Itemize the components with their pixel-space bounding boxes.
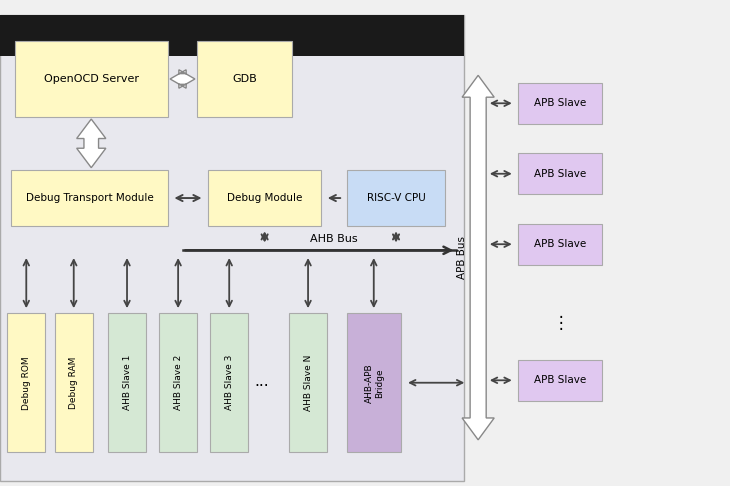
Text: APB Slave: APB Slave xyxy=(534,239,586,249)
Polygon shape xyxy=(170,69,195,88)
Bar xyxy=(208,170,321,226)
Polygon shape xyxy=(77,119,106,168)
Bar xyxy=(15,41,168,117)
Text: RISC-V CPU: RISC-V CPU xyxy=(366,193,426,203)
Text: AHB Slave 2: AHB Slave 2 xyxy=(174,355,182,410)
Text: APB Bus: APB Bus xyxy=(457,236,467,279)
Bar xyxy=(108,313,146,452)
Bar xyxy=(0,15,464,56)
Text: Debug RAM: Debug RAM xyxy=(69,357,78,409)
Bar xyxy=(210,313,248,452)
Bar xyxy=(159,313,197,452)
Text: Debug Transport Module: Debug Transport Module xyxy=(26,193,153,203)
Polygon shape xyxy=(462,75,494,440)
Text: GDB: GDB xyxy=(232,74,257,84)
Text: APB Slave: APB Slave xyxy=(534,98,586,108)
Bar xyxy=(289,313,327,452)
Bar xyxy=(518,360,602,401)
Text: ...: ... xyxy=(254,374,269,389)
Text: AHB Slave 3: AHB Slave 3 xyxy=(225,355,234,410)
Text: AHB-APB
Bridge: AHB-APB Bridge xyxy=(364,363,384,402)
Text: APB Slave: APB Slave xyxy=(534,169,586,179)
Text: APB Slave: APB Slave xyxy=(534,375,586,385)
Bar xyxy=(7,313,45,452)
Bar xyxy=(55,313,93,452)
Text: AHB Bus: AHB Bus xyxy=(310,234,358,244)
Text: AHB Slave 1: AHB Slave 1 xyxy=(123,355,131,410)
Text: Debug ROM: Debug ROM xyxy=(22,356,31,410)
Text: OpenOCD Server: OpenOCD Server xyxy=(44,74,139,84)
Bar xyxy=(347,313,402,452)
Bar xyxy=(11,170,168,226)
Bar xyxy=(347,170,445,226)
Text: ⋮: ⋮ xyxy=(553,314,569,332)
Bar xyxy=(518,153,602,194)
Bar xyxy=(197,41,292,117)
Text: AHB Slave N: AHB Slave N xyxy=(304,355,312,411)
Bar xyxy=(518,224,602,265)
Bar xyxy=(518,83,602,124)
Bar xyxy=(0,15,464,481)
Text: Debug Module: Debug Module xyxy=(227,193,302,203)
